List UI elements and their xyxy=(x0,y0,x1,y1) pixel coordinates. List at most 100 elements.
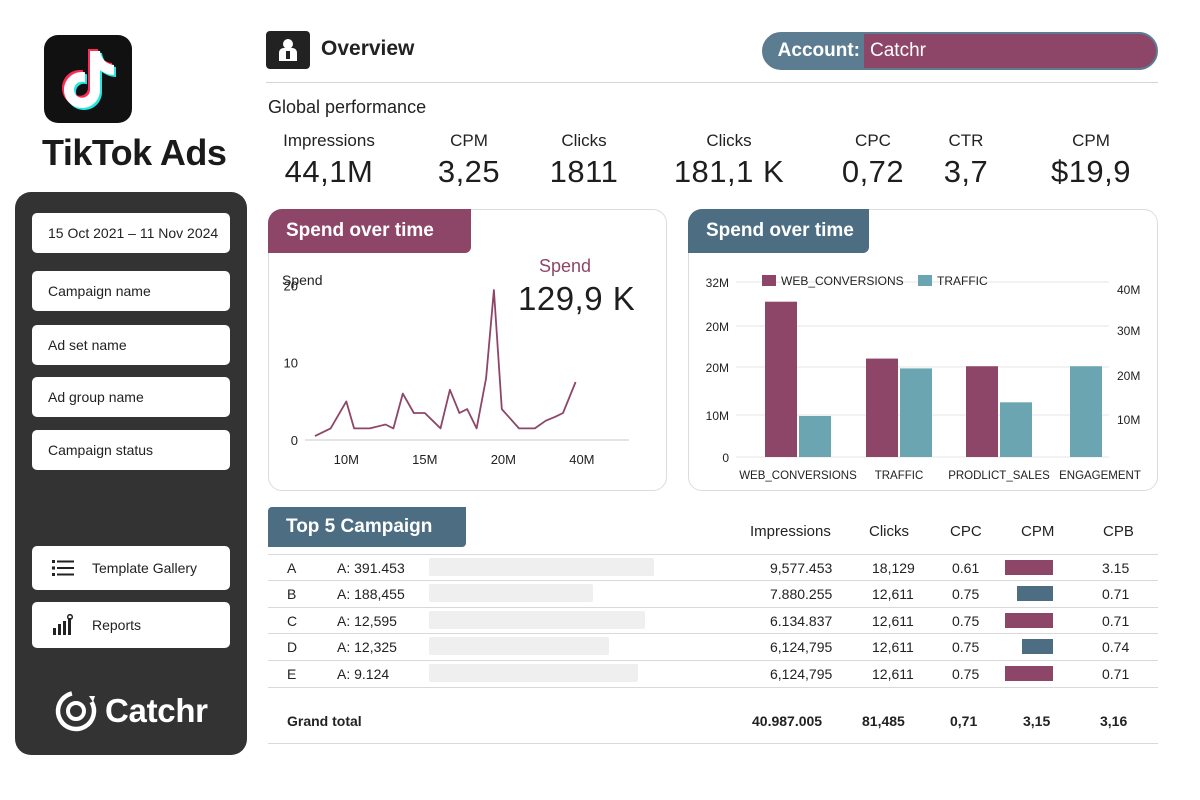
row-impressions: 9,577.453 xyxy=(770,560,833,576)
y-tick-label: 0 xyxy=(722,451,729,465)
row-cpc: 0.75 xyxy=(952,639,980,655)
x-tick-label: TRAFFIC xyxy=(875,470,924,482)
cpm-bar xyxy=(1005,560,1053,575)
col-header-cpb[interactable]: CPB xyxy=(1103,523,1134,540)
table-row[interactable]: E A: 9.124 6,124,795 12,611 0.75 0.71 xyxy=(268,661,1158,687)
kpi-clicks: Clicks 1811 xyxy=(540,131,628,190)
spend-bar-card: 0 10M 20M 20M 32M 10M 20M 30M 40M WEB_CONVERSIONS… xyxy=(688,209,1158,491)
row-cpb: 3.15 xyxy=(1102,560,1130,576)
kpi-label: CPC xyxy=(855,131,891,150)
row-clicks: 12,611 xyxy=(872,639,914,655)
campaign-name: A: 9.124 xyxy=(337,666,390,682)
account-selector[interactable]: Account: Catchr xyxy=(762,32,1158,70)
right-tick-label: 20M xyxy=(1117,369,1140,383)
table-row[interactable]: B A: 188,455 7.880.255 12,611 0.75 0.71 xyxy=(268,581,1158,607)
x-tick-label: WEB_CONVERSIONS xyxy=(739,470,857,482)
spend-series-line xyxy=(314,289,577,437)
y-tick-label: 0 xyxy=(291,433,298,448)
bar xyxy=(900,368,932,457)
campaign-name: A: 188,455 xyxy=(337,586,405,602)
kpi-value: 44,1M xyxy=(284,154,374,189)
right-tick-label: 10M xyxy=(1117,413,1140,427)
total-cpb: 3,16 xyxy=(1100,713,1128,729)
row-cpb: 0.71 xyxy=(1102,586,1130,602)
filter-ad-group-name[interactable]: Ad group name xyxy=(32,377,230,417)
col-header-cpc[interactable]: CPC xyxy=(950,523,982,540)
template-gallery-label: Template Gallery xyxy=(92,560,198,576)
legend-swatch xyxy=(918,275,932,286)
card-title: Spend over time xyxy=(268,209,471,253)
bar xyxy=(1000,402,1032,457)
row-id: A xyxy=(287,560,297,576)
filter-ad-set-name[interactable]: Ad set name xyxy=(32,325,230,365)
impressions-bar xyxy=(429,558,654,576)
table-row[interactable]: C A: 12,595 6.134.837 12,611 0.75 0.71 xyxy=(268,608,1158,634)
cpm-bar xyxy=(1005,613,1053,628)
table-divider xyxy=(268,607,1158,608)
section-title: Global performance xyxy=(268,97,427,117)
y-tick-label: 32M xyxy=(706,276,729,290)
bar xyxy=(966,366,998,457)
filter-label: Campaign name xyxy=(48,283,151,299)
total-impressions: 40.987.005 xyxy=(752,713,823,729)
account-value: Catchr xyxy=(870,40,926,61)
catchr-logo: Catchr xyxy=(53,688,208,734)
row-clicks: 12,611 xyxy=(872,613,914,629)
tiktok-note-icon xyxy=(62,49,116,110)
cpm-bar xyxy=(1022,639,1053,654)
spend-total-label: Spend xyxy=(539,256,592,276)
legend-label: WEB_CONVERSIONS xyxy=(781,274,904,288)
table-divider xyxy=(268,554,1158,555)
reports-button[interactable]: Reports xyxy=(32,602,230,648)
table-title: Top 5 Campaign xyxy=(268,507,466,547)
y-tick-label: 20 xyxy=(284,278,298,293)
table-divider xyxy=(268,687,1158,688)
kpi-impressions: Impressions 44,1M xyxy=(276,131,382,190)
table-divider xyxy=(268,633,1158,634)
spend-bar-chart: 0 10M 20M 20M 32M 10M 20M 30M 40M WEB_CONVERSIONS… xyxy=(706,274,1141,482)
kpi-label: CPM xyxy=(1072,131,1110,150)
row-id: C xyxy=(287,613,298,629)
row-clicks: 18,129 xyxy=(872,560,915,576)
table-divider xyxy=(268,580,1158,581)
kpi-value: 181,1 K xyxy=(673,154,785,189)
row-cpc: 0.75 xyxy=(952,613,980,629)
col-header-impressions[interactable]: Impressions xyxy=(750,523,831,540)
total-label: Grand total xyxy=(287,713,362,729)
card-title: Spend over time xyxy=(688,209,869,253)
table-row[interactable]: D A: 12,325 6,124,795 12,611 0.75 0.74 xyxy=(268,634,1158,660)
kpi-label: Impressions xyxy=(283,131,375,150)
spend-line-card: Spend 0 10 20 10M 15M 20M 40M Spend over time S… xyxy=(268,209,667,491)
x-tick-label: PRODLICT_SALES xyxy=(948,470,1050,482)
impressions-bar xyxy=(429,584,593,602)
campaign-name: A: 12,325 xyxy=(337,639,397,655)
page-title: Overview xyxy=(321,37,415,60)
filter-panel: 15 Oct 2021 – 11 Nov 2024 Campaign name … xyxy=(15,192,247,755)
x-tick-label: 20M xyxy=(491,452,516,467)
impressions-bar xyxy=(429,611,645,629)
x-tick-label: ENGAGEMENT xyxy=(1059,470,1141,482)
spend-line-chart: Spend 0 10 20 10M 15M 20M 40M xyxy=(282,272,629,467)
campaign-name: A: 391.453 xyxy=(337,560,405,576)
tiktok-logo xyxy=(44,35,132,123)
table-row[interactable]: A A: 391.453 9,577.453 18,129 0.61 3.15 xyxy=(268,555,1158,581)
bar xyxy=(799,415,831,457)
campaign-name: A: 12,595 xyxy=(337,613,397,629)
kpi-value: 1811 xyxy=(549,154,619,189)
col-header-clicks[interactable]: Clicks xyxy=(869,523,909,540)
right-tick-label: 40M xyxy=(1117,283,1140,297)
total-clicks: 81,485 xyxy=(862,713,905,729)
row-id: D xyxy=(287,639,298,655)
filter-campaign-status[interactable]: Campaign status xyxy=(32,430,230,470)
header-divider xyxy=(266,82,1158,83)
menu-lines-icon xyxy=(52,557,74,579)
spend-total-value: 129,9 K xyxy=(518,280,636,317)
date-range-picker[interactable]: 15 Oct 2021 – 11 Nov 2024 xyxy=(32,213,230,253)
row-impressions: 6.134.837 xyxy=(770,613,833,629)
kpi-cpc: CPC 0,72 xyxy=(834,131,912,190)
bar-chart-icon xyxy=(52,614,74,636)
filter-campaign-name[interactable]: Campaign name xyxy=(32,271,230,311)
right-tick-label: 30M xyxy=(1117,324,1140,338)
template-gallery-button[interactable]: Template Gallery xyxy=(32,546,230,590)
col-header-cpm[interactable]: CPM xyxy=(1021,523,1055,540)
